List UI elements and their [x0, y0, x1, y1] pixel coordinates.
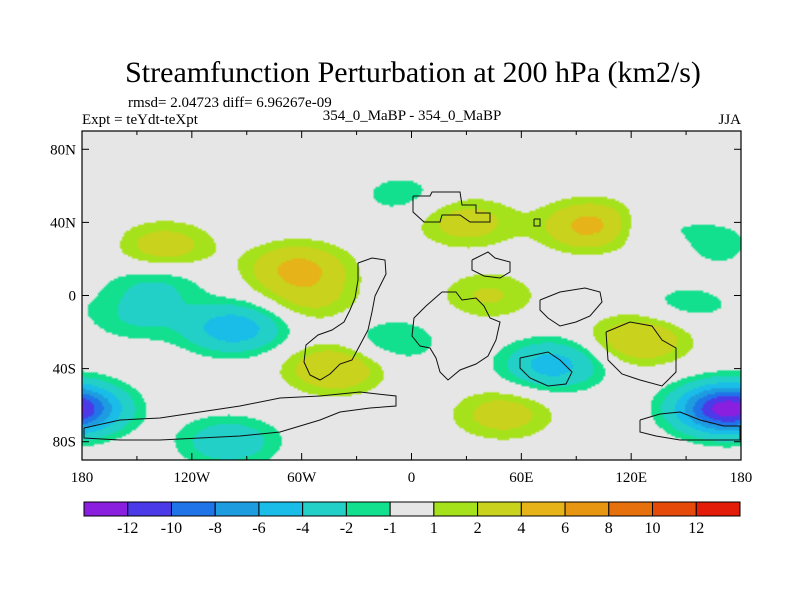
coastline-africa: [411, 291, 501, 381]
y-tick-label: 40N: [50, 215, 76, 231]
colorbar: -12 -10 -8 -6 -4 -2 -1 1 2 4 6 8 10 12: [83, 501, 741, 537]
y-tick-label: 40S: [53, 362, 76, 378]
colorbar-swatch: [345, 501, 391, 517]
colorbar-label: -12: [117, 520, 138, 537]
colorbar-label: -1: [383, 520, 396, 537]
x-tick-label: 180: [730, 470, 753, 486]
colorbar-swatch: [477, 501, 522, 517]
case-label: 354_0_MaBP - 354_0_MaBP: [323, 108, 502, 124]
coastline-antarctica-west: [83, 391, 397, 441]
colorbar-swatch: [214, 501, 260, 517]
x-axis: 180 120W 60W 0 60E 120E 180: [71, 131, 753, 486]
x-tick-label: 180: [71, 470, 94, 486]
x-tick-label: 120W: [173, 470, 211, 486]
colorbar-swatch: [389, 501, 435, 517]
colorbar-swatch: [608, 501, 654, 517]
coastline-americas: [303, 257, 387, 381]
colorbar-label: 4: [517, 520, 525, 537]
y-tick-label: 0: [69, 289, 77, 305]
y-tick-label: 80N: [50, 142, 76, 158]
x-tick-label: 60E: [509, 470, 533, 486]
colorbar-label: 12: [688, 520, 704, 537]
colorbar-label: -4: [296, 520, 309, 537]
colorbar-label: -8: [209, 520, 222, 537]
coastline-arabia: [471, 251, 511, 279]
coastline-australia: [605, 321, 677, 387]
colorbar-label: 1: [430, 520, 438, 537]
colorbar-label: 8: [605, 520, 613, 537]
x-tick-label: 60W: [287, 470, 317, 486]
coastline-caspian: [533, 218, 541, 227]
map-panel: 180 120W 60W 0 60E 120E 180 80N 40N 0 40S 80S: [50, 130, 753, 486]
colorbar-label: -10: [161, 520, 182, 537]
x-tick-label: 0: [408, 470, 416, 486]
coastline-antarctica-east: [639, 411, 741, 441]
colorbar-swatch: [302, 501, 347, 517]
colorbar-swatch: [258, 501, 304, 517]
colorbar-swatch: [564, 501, 610, 517]
colorbar-swatch: [433, 501, 479, 517]
colorbar-label: -2: [340, 520, 353, 537]
colorbar-swatch: [170, 501, 216, 517]
coastline-madagascar: [519, 351, 573, 387]
contour-field: [82, 131, 741, 460]
y-tick-label: 80S: [53, 435, 76, 451]
colorbar-swatch: [127, 501, 172, 517]
coastlines: [83, 191, 741, 441]
colorbar-swatch: [520, 501, 566, 517]
season-label: JJA: [718, 112, 741, 128]
x-tick-label: 120E: [615, 470, 647, 486]
chart-title: Streamfunction Perturbation at 200 hPa (…: [125, 56, 701, 89]
colorbar-label: -6: [252, 520, 265, 537]
colorbar-label: 2: [474, 520, 482, 537]
experiment-label: Expt = teYdt-teXpt: [82, 112, 199, 128]
coastline-india: [539, 287, 603, 327]
y-axis: 80N 40N 0 40S 80S: [50, 142, 741, 451]
colorbar-swatch: [695, 501, 741, 517]
coastline-europe: [412, 191, 491, 223]
colorbar-label: 10: [645, 520, 661, 537]
rmsd-label: rmsd= 2.04723 diff= 6.96267e-09: [128, 95, 332, 111]
colorbar-swatch: [652, 501, 697, 517]
colorbar-swatch: [83, 501, 129, 517]
colorbar-label: 6: [561, 520, 569, 537]
